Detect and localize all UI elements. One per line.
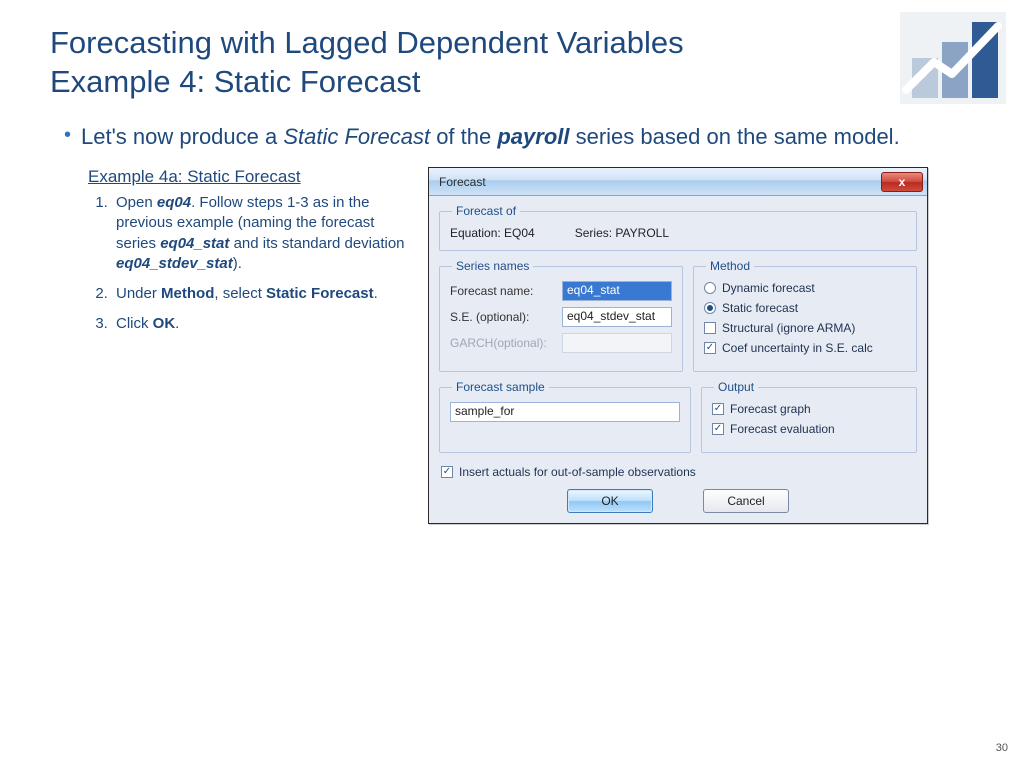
se-input[interactable]: eq04_stdev_stat [562, 307, 672, 327]
bullet-dot-icon: • [64, 122, 71, 148]
radio-on-icon [704, 302, 716, 314]
close-icon: x [899, 175, 906, 189]
forecast-name-input[interactable]: eq04_stat [562, 281, 672, 301]
intro-bullet: • Let's now produce a Static Forecast of… [50, 122, 984, 152]
dialog-titlebar[interactable]: Forecast x [429, 168, 927, 196]
title-line-2: Example 4: Static Forecast [50, 64, 420, 99]
close-button[interactable]: x [881, 172, 923, 192]
structural-label: Structural (ignore ARMA) [722, 321, 855, 335]
series-label: Series: PAYROLL [575, 226, 669, 240]
logo-icon [900, 12, 1006, 104]
insert-actuals-label: Insert actuals for out-of-sample observa… [459, 465, 696, 479]
forecast-eval-checkbox[interactable]: Forecast evaluation [712, 422, 906, 436]
radio-off-icon [704, 282, 716, 294]
checkbox-off-icon [704, 322, 716, 334]
static-forecast-radio[interactable]: Static forecast [704, 301, 906, 315]
method-group: Method Dynamic forecast Static forecast … [693, 259, 917, 372]
forecast-sample-input[interactable]: sample_for [450, 402, 680, 422]
checkbox-on-icon [441, 466, 453, 478]
output-group: Output Forecast graph Forecast evaluatio… [701, 380, 917, 453]
title-line-1: Forecasting with Lagged Dependent Variab… [50, 25, 684, 60]
forecast-sample-legend: Forecast sample [452, 380, 549, 394]
ok-button[interactable]: OK [567, 489, 653, 513]
step-1: Open eq04. Follow steps 1-3 as in the pr… [112, 193, 410, 274]
dialog-title: Forecast [439, 175, 881, 189]
coef-label: Coef uncertainty in S.E. calc [722, 341, 873, 355]
forecast-eval-label: Forecast evaluation [730, 422, 835, 436]
step-3: Click OK. [112, 314, 410, 334]
series-names-group: Series names Forecast name: eq04_stat S.… [439, 259, 683, 372]
garch-input [562, 333, 672, 353]
page-number: 30 [996, 742, 1008, 754]
equation-label: Equation: EQ04 [450, 226, 535, 240]
cancel-button[interactable]: Cancel [703, 489, 789, 513]
output-legend: Output [714, 380, 758, 394]
structural-checkbox[interactable]: Structural (ignore ARMA) [704, 321, 906, 335]
forecast-dialog: Forecast x Forecast of Equation: EQ04 Se… [428, 167, 928, 524]
method-legend: Method [706, 259, 754, 273]
step-2: Under Method, select Static Forecast. [112, 284, 410, 304]
series-names-legend: Series names [452, 259, 533, 273]
forecast-graph-label: Forecast graph [730, 402, 811, 416]
checkbox-on-icon [704, 342, 716, 354]
forecast-sample-group: Forecast sample sample_for [439, 380, 691, 453]
garch-label: GARCH(optional): [450, 336, 554, 350]
static-forecast-label: Static forecast [722, 301, 798, 315]
instructions-column: Example 4a: Static Forecast Open eq04. F… [50, 167, 410, 345]
se-label: S.E. (optional): [450, 310, 554, 324]
forecast-of-legend: Forecast of [452, 204, 520, 218]
slide-title: Forecasting with Lagged Dependent Variab… [50, 24, 870, 102]
dynamic-forecast-label: Dynamic forecast [722, 281, 815, 295]
coef-uncertainty-checkbox[interactable]: Coef uncertainty in S.E. calc [704, 341, 906, 355]
forecast-graph-checkbox[interactable]: Forecast graph [712, 402, 906, 416]
forecast-name-label: Forecast name: [450, 284, 554, 298]
checkbox-on-icon [712, 403, 724, 415]
insert-actuals-checkbox[interactable]: Insert actuals for out-of-sample observa… [441, 465, 917, 479]
forecast-of-group: Forecast of Equation: EQ04 Series: PAYRO… [439, 204, 917, 251]
steps-list: Open eq04. Follow steps 1-3 as in the pr… [88, 193, 410, 335]
dynamic-forecast-radio[interactable]: Dynamic forecast [704, 281, 906, 295]
intro-text: Let's now produce a Static Forecast of t… [81, 122, 900, 152]
example-subhead: Example 4a: Static Forecast [88, 167, 410, 187]
checkbox-on-icon [712, 423, 724, 435]
